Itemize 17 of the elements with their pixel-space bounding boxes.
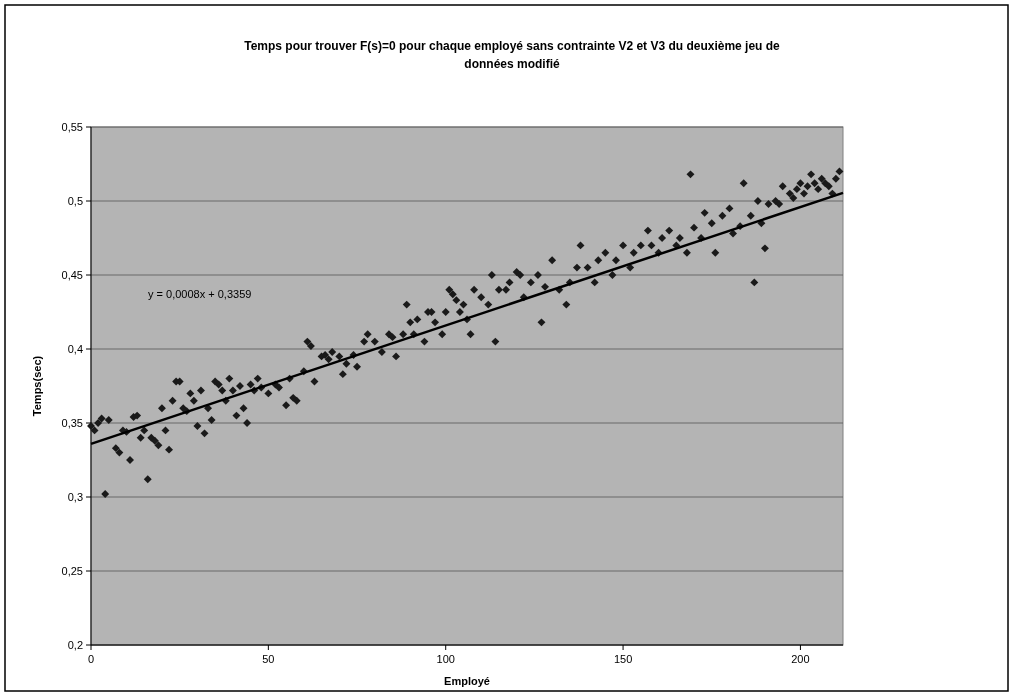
y-tick-label: 0,3 xyxy=(67,490,83,503)
x-tick-label: 50 xyxy=(262,653,275,665)
y-tick-label: 0,55 xyxy=(61,120,83,133)
y-axis-title: Temps(sec) xyxy=(31,355,43,417)
y-tick-label: 0,4 xyxy=(67,342,83,355)
y-tick-label: 0,5 xyxy=(67,194,83,207)
y-tick-label: 0,45 xyxy=(61,268,83,281)
y-tick-label: 0,35 xyxy=(61,416,83,429)
chart-title: Temps pour trouver F(s)=0 pour chaque employé sans contrainte V2 et V3 du deuxième jeu de données modifié xyxy=(244,39,781,71)
x-tick-label: 100 xyxy=(436,653,455,665)
annotation: y = 0,0008x + 0,3359 xyxy=(148,288,252,300)
x-axis-title: Employé xyxy=(444,675,490,687)
y-tick-label: 0,25 xyxy=(61,564,83,577)
x-tick-label: 0 xyxy=(87,653,95,665)
x-tick-label: 200 xyxy=(791,653,810,665)
x-tick-label: 150 xyxy=(613,653,633,665)
y-tick-label: 0,2 xyxy=(67,638,83,651)
